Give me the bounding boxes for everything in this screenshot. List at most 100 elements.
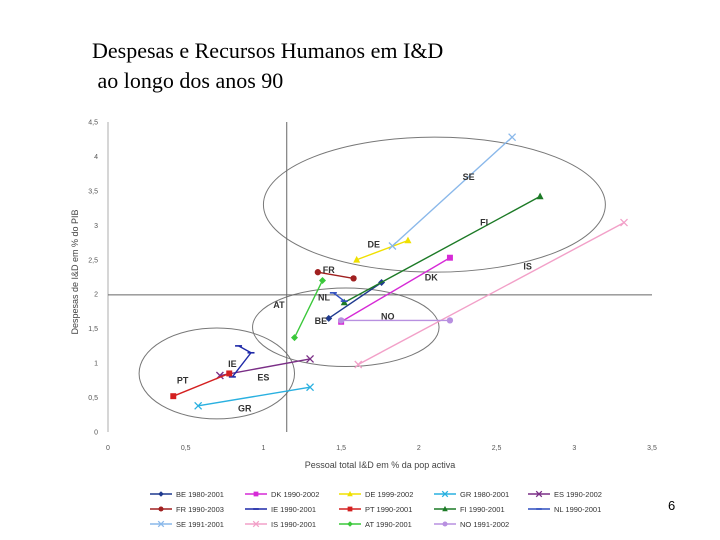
x-tick-label: 0,5	[181, 445, 191, 452]
legend-label: DK 1990-2002	[271, 490, 319, 499]
legend-marker	[535, 490, 543, 498]
legend-item: GR 1980-2001	[434, 490, 509, 499]
series-line-at	[293, 280, 324, 338]
legend-marker	[253, 491, 259, 497]
country-label-at: AT	[273, 300, 285, 310]
series-line-nl	[332, 292, 345, 302]
legend-item: FI 1990-2001	[434, 505, 505, 514]
legend-item: NO 1991-2002	[434, 520, 509, 529]
x-tick-label: 1	[261, 445, 265, 452]
legend-label: NO 1991-2002	[460, 520, 509, 529]
data-point-is	[620, 218, 628, 227]
x-tick-label: 2	[417, 445, 421, 452]
legend-item: SE 1991-2001	[150, 520, 224, 529]
x-axis-title: Pessoal total I&D em % da pop activa	[305, 460, 456, 470]
series-line-fi	[343, 195, 541, 304]
country-label-be: BE	[315, 316, 328, 326]
legend-item: IE 1990-2001	[245, 505, 316, 514]
data-series	[170, 133, 628, 410]
country-label-fi: FI	[480, 218, 488, 228]
slide-title: Despesas e Recursos Humanos em I&D ao lo…	[92, 36, 443, 96]
data-point-be	[325, 314, 333, 322]
data-point-es	[306, 355, 315, 363]
legend-marker	[158, 491, 164, 497]
country-label-se: SE	[463, 172, 475, 182]
x-tick-label: 0	[106, 445, 110, 452]
country-label-gr: GR	[238, 404, 252, 414]
legend-label: GR 1980-2001	[460, 490, 509, 499]
legend-label: PT 1990-2001	[365, 505, 412, 514]
data-point-se	[388, 242, 397, 250]
cluster-ellipses	[138, 136, 606, 420]
data-point-fi	[536, 192, 544, 200]
y-tick-label: 3,5	[88, 188, 98, 195]
legend: BE 1980-2001 DK 1990-2002 DE 1999-2002 GR 1…	[150, 490, 602, 529]
legend-label: IS 1990-2001	[271, 520, 316, 529]
country-label-fr: FR	[323, 265, 335, 275]
legend-item: FR 1990-2003	[150, 505, 224, 514]
data-point-se	[508, 133, 517, 142]
data-point-no	[446, 317, 454, 324]
y-tick-label: 1	[94, 361, 98, 368]
legend-item: DK 1990-2002	[245, 490, 319, 499]
legend-label: AT 1990-2001	[365, 520, 412, 529]
series-line-be	[328, 281, 382, 319]
cluster-ellipse-middle	[252, 287, 440, 368]
y-tick-label: 1,5	[88, 326, 98, 333]
y-tick-label: 2,5	[88, 257, 98, 264]
legend-marker	[441, 490, 449, 498]
country-label-dk: DK	[425, 273, 438, 283]
legend-label: ES 1990-2002	[554, 490, 602, 499]
data-point-gr	[306, 383, 315, 392]
data-point-de	[353, 255, 361, 263]
y-tick-label: 3	[94, 223, 98, 230]
legend-item: IS 1990-2001	[245, 520, 316, 529]
legend-item: AT 1990-2001	[339, 520, 412, 529]
data-point-is	[354, 360, 363, 369]
legend-item: ES 1990-2002	[528, 490, 602, 499]
axes: 0 0,5 1 1,5 2 2,5 3 3,5 4 4,5 0 0,5 1 1,5 2 2,5 3 3,5 Pess…	[70, 120, 657, 471]
legend-item: PT 1990-2001	[339, 505, 412, 514]
x-tick-label: 2,5	[492, 445, 502, 452]
legend-marker	[347, 521, 353, 527]
series-line-gr	[198, 386, 311, 407]
data-point-fr	[314, 269, 321, 276]
y-tick-label: 0,5	[88, 395, 98, 402]
country-label-pt: PT	[177, 375, 189, 385]
data-point-fi	[340, 298, 348, 306]
legend-marker	[157, 520, 165, 528]
title-line-2: ao longo dos anos 90	[92, 68, 284, 93]
country-label-nl: NL	[318, 293, 330, 303]
data-point-at	[291, 334, 299, 342]
legend-label: FR 1990-2003	[176, 505, 224, 514]
data-point-de	[404, 236, 412, 244]
data-point-pt	[170, 393, 177, 400]
legend-label: NL 1990-2001	[554, 505, 601, 514]
legend-label: SE 1991-2001	[176, 520, 224, 529]
country-label-no: NO	[381, 311, 395, 321]
data-point-no	[337, 317, 345, 324]
page-number: 6	[668, 498, 676, 513]
legend-item: DE 1999-2002	[339, 490, 413, 499]
legend-label: IE 1990-2001	[271, 505, 316, 514]
legend-marker	[252, 520, 260, 528]
legend-marker	[442, 521, 448, 527]
data-point-at	[318, 276, 326, 284]
title-line-1: Despesas e Recursos Humanos em I&D	[92, 38, 444, 63]
y-tick-label: 2	[94, 292, 98, 299]
series-line-is	[357, 221, 625, 366]
legend-marker	[347, 490, 353, 497]
y-tick-label: 4	[94, 154, 98, 161]
y-axis-title: Despesas de I&D em % do PIB	[70, 209, 80, 334]
series-line-pt	[173, 372, 230, 397]
series-line-de	[356, 239, 409, 261]
data-point-pt	[226, 370, 233, 377]
legend-label: BE 1980-2001	[176, 490, 224, 499]
legend-label: DE 1999-2002	[365, 490, 413, 499]
y-tick-label: 4,5	[88, 120, 98, 127]
data-point-dk	[446, 254, 453, 261]
data-point-gr	[194, 401, 203, 410]
country-label-is: IS	[523, 262, 532, 272]
country-label-ie: IE	[228, 359, 237, 369]
